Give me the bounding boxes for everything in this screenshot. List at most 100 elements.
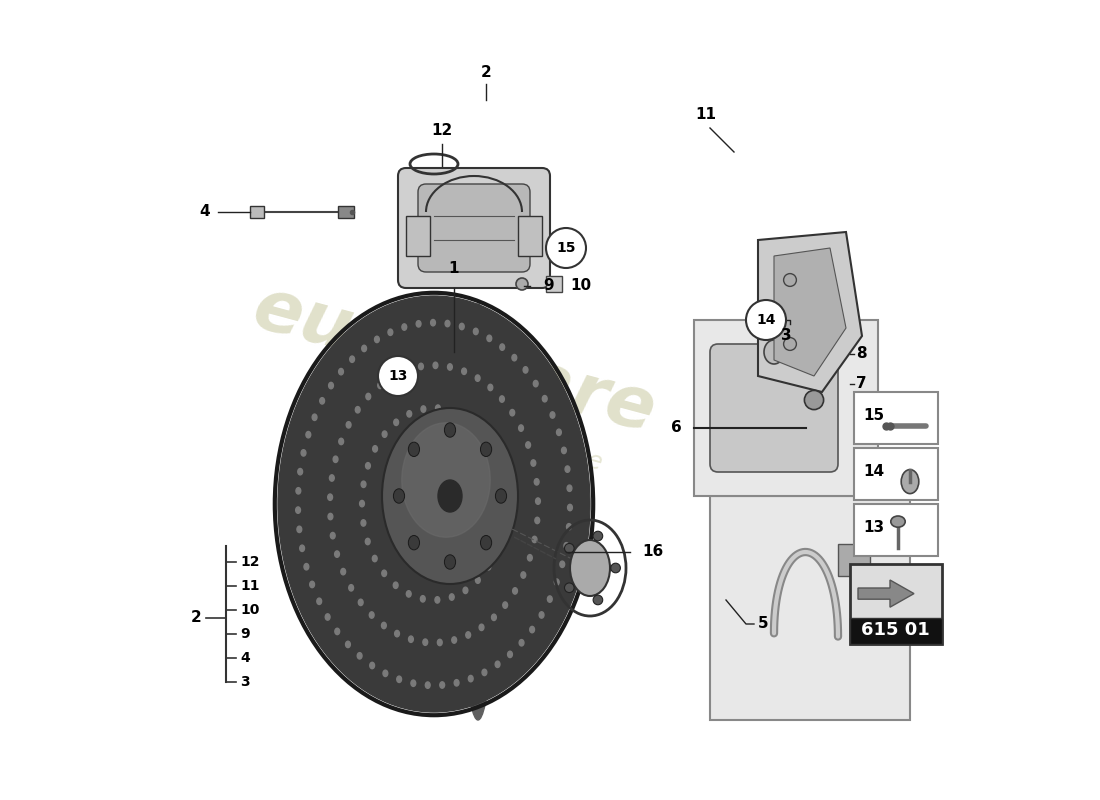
Ellipse shape — [518, 425, 524, 431]
Ellipse shape — [475, 375, 480, 382]
Circle shape — [746, 300, 786, 340]
Ellipse shape — [524, 366, 528, 373]
Ellipse shape — [358, 653, 362, 659]
Ellipse shape — [438, 639, 442, 646]
Ellipse shape — [460, 304, 497, 720]
Ellipse shape — [528, 554, 532, 561]
Bar — [854, 504, 938, 556]
Ellipse shape — [394, 582, 398, 589]
Ellipse shape — [328, 514, 333, 520]
Ellipse shape — [891, 516, 905, 527]
Text: 615 01: 615 01 — [861, 622, 930, 639]
Circle shape — [804, 390, 824, 410]
Ellipse shape — [519, 639, 524, 646]
Text: 11: 11 — [695, 106, 716, 122]
Ellipse shape — [345, 642, 350, 648]
Circle shape — [564, 543, 574, 553]
Ellipse shape — [341, 569, 345, 575]
Ellipse shape — [399, 470, 404, 476]
Ellipse shape — [535, 518, 540, 524]
Ellipse shape — [394, 489, 405, 503]
Ellipse shape — [463, 587, 467, 594]
Text: 11: 11 — [241, 578, 260, 593]
Ellipse shape — [333, 456, 338, 462]
Text: 16: 16 — [642, 545, 663, 559]
Ellipse shape — [366, 394, 371, 400]
Ellipse shape — [433, 362, 438, 369]
Circle shape — [593, 595, 603, 605]
Text: 7: 7 — [857, 377, 867, 391]
Ellipse shape — [402, 324, 407, 330]
Ellipse shape — [454, 680, 459, 686]
Ellipse shape — [329, 382, 333, 389]
Ellipse shape — [360, 501, 364, 507]
Ellipse shape — [436, 405, 440, 411]
Ellipse shape — [504, 491, 508, 498]
Ellipse shape — [365, 462, 371, 469]
Ellipse shape — [334, 628, 340, 634]
Text: 10: 10 — [570, 278, 591, 293]
Ellipse shape — [299, 545, 305, 551]
Bar — [338, 206, 354, 218]
Ellipse shape — [473, 328, 478, 334]
Bar — [518, 216, 542, 256]
Ellipse shape — [373, 446, 377, 452]
Bar — [250, 206, 264, 218]
Circle shape — [783, 338, 796, 350]
Ellipse shape — [355, 406, 360, 413]
Ellipse shape — [570, 540, 611, 596]
Ellipse shape — [560, 561, 564, 567]
Ellipse shape — [568, 504, 572, 510]
Ellipse shape — [901, 470, 918, 494]
Ellipse shape — [459, 539, 464, 546]
Ellipse shape — [432, 554, 438, 561]
FancyBboxPatch shape — [710, 344, 838, 472]
Bar — [694, 320, 878, 496]
Ellipse shape — [419, 363, 424, 370]
Ellipse shape — [296, 507, 300, 514]
Ellipse shape — [550, 412, 554, 418]
Ellipse shape — [320, 398, 324, 404]
Ellipse shape — [487, 335, 492, 342]
Ellipse shape — [396, 526, 402, 532]
Ellipse shape — [349, 585, 353, 591]
Ellipse shape — [359, 599, 363, 606]
Ellipse shape — [330, 533, 336, 539]
Ellipse shape — [448, 364, 452, 370]
Ellipse shape — [526, 442, 530, 448]
Ellipse shape — [395, 630, 399, 637]
Ellipse shape — [377, 382, 383, 389]
Text: 1: 1 — [449, 261, 460, 276]
Ellipse shape — [416, 321, 421, 327]
Ellipse shape — [393, 487, 398, 494]
Text: 9: 9 — [241, 626, 250, 641]
Text: 14: 14 — [864, 464, 884, 479]
Ellipse shape — [495, 454, 499, 461]
Ellipse shape — [486, 438, 492, 445]
Bar — [406, 216, 430, 256]
Ellipse shape — [382, 408, 518, 584]
Ellipse shape — [312, 414, 317, 421]
Ellipse shape — [418, 551, 422, 558]
Bar — [854, 448, 938, 500]
Ellipse shape — [531, 460, 536, 466]
Text: 5: 5 — [758, 617, 769, 631]
Ellipse shape — [488, 384, 493, 390]
Ellipse shape — [516, 278, 528, 290]
Ellipse shape — [407, 410, 411, 417]
Polygon shape — [546, 276, 562, 292]
Ellipse shape — [388, 329, 393, 335]
Ellipse shape — [370, 662, 375, 669]
Text: 9: 9 — [543, 278, 554, 293]
FancyBboxPatch shape — [850, 564, 942, 644]
Ellipse shape — [468, 523, 473, 530]
Ellipse shape — [438, 480, 462, 512]
Ellipse shape — [339, 438, 343, 445]
Ellipse shape — [361, 520, 366, 526]
Text: 15: 15 — [557, 241, 575, 255]
Ellipse shape — [564, 542, 569, 549]
Ellipse shape — [424, 449, 428, 455]
Ellipse shape — [370, 612, 374, 618]
Ellipse shape — [469, 675, 473, 682]
Ellipse shape — [405, 541, 410, 547]
